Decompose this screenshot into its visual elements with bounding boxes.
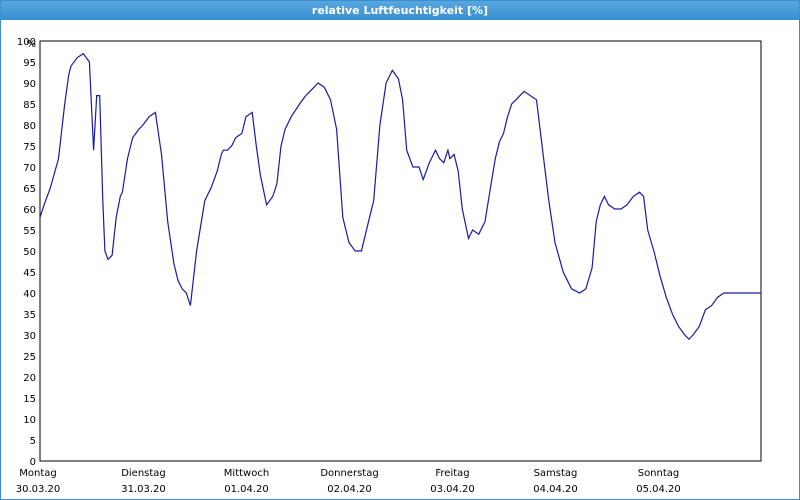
x-tick-weekday: Samstag <box>534 468 578 479</box>
y-tick-label: 5 <box>30 436 36 447</box>
x-tick-weekday: Dienstag <box>121 468 166 479</box>
x-tick-date: 04.04.20 <box>533 484 578 495</box>
y-tick-label: 25 <box>23 352 36 363</box>
chart-title: relative Luftfeuchtigkeit [%] <box>1 1 799 20</box>
series-line-humidity <box>39 52 761 341</box>
y-tick-label: 80 <box>23 121 36 132</box>
x-tick-weekday: Freitag <box>435 468 469 479</box>
y-tick-label: 55 <box>23 226 36 237</box>
x-tick-weekday: Donnerstag <box>320 468 378 479</box>
x-tick-date: 31.03.20 <box>121 484 166 495</box>
y-tick-label: 85 <box>23 100 36 111</box>
y-tick-label: 10 <box>23 415 36 426</box>
x-tick-date: 30.03.20 <box>16 484 61 495</box>
y-tick-label: 75 <box>23 142 36 153</box>
x-tick-weekday: Sonntag <box>638 468 680 479</box>
y-tick-label: 100 <box>17 37 36 48</box>
x-axis-ticks: Montag 30.03.20 Dienstag 31.03.20 Mittwoch 01… <box>16 468 681 495</box>
y-tick-label: 70 <box>23 163 36 174</box>
y-tick-label: 95 <box>23 58 36 69</box>
x-tick-weekday: Mittwoch <box>224 468 269 479</box>
y-tick-label: 15 <box>23 394 36 405</box>
axes <box>39 40 762 462</box>
y-tick-label: 40 <box>23 289 36 300</box>
y-tick-label: 50 <box>23 247 36 258</box>
y-tick-label: 60 <box>23 205 36 216</box>
y-tick-label: 90 <box>23 79 36 90</box>
y-axis-unit: % <box>26 39 36 50</box>
y-tick-label: 30 <box>23 331 36 342</box>
x-tick-date: 05.04.20 <box>636 484 681 495</box>
y-tick-label: 35 <box>23 310 36 321</box>
x-tick-date: 01.04.20 <box>224 484 269 495</box>
plot-area <box>39 40 762 462</box>
y-tick-label: 65 <box>23 184 36 195</box>
y-axis-ticks: 0 5 10 15 20 25 30 35 40 45 50 55 60 65 70 75 80 85 90 95 10… <box>17 37 36 468</box>
y-tick-label: 45 <box>23 268 36 279</box>
y-tick-label: 0 <box>30 457 36 468</box>
x-tick-date: 03.04.20 <box>430 484 475 495</box>
x-tick-weekday: Montag <box>19 468 56 479</box>
y-tick-label: 20 <box>23 373 36 384</box>
x-tick-date: 02.04.20 <box>327 484 372 495</box>
